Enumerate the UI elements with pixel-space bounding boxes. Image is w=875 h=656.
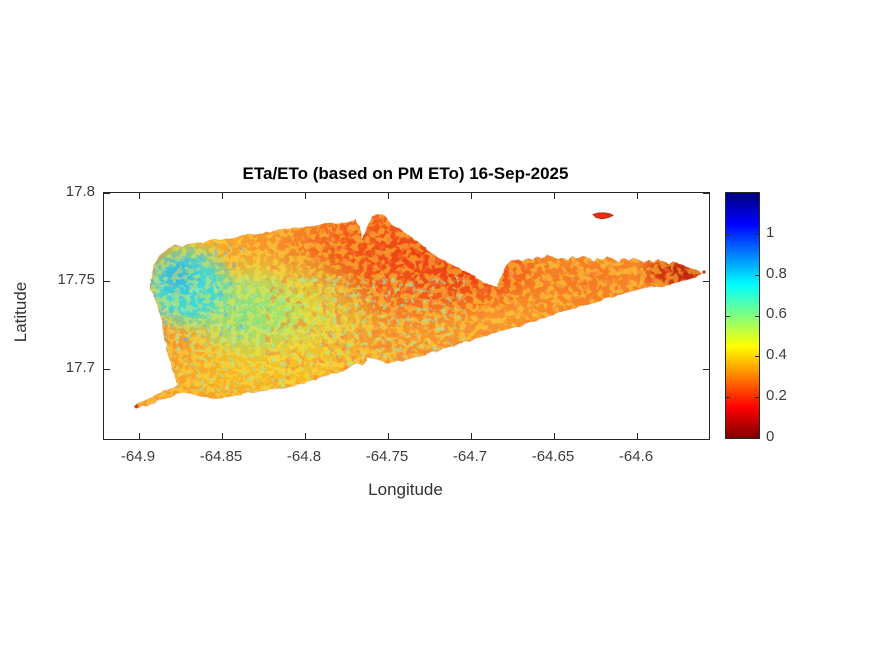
x-tick-label: -64.75: [365, 448, 409, 465]
x-tick: [554, 193, 555, 199]
y-axis-label: Latitude: [11, 281, 30, 343]
colorbar-tick: [755, 356, 759, 358]
x-tick-label: -64.6: [618, 448, 654, 465]
colorbar-tick: [726, 315, 730, 317]
colorbar-tick: [755, 315, 759, 317]
x-tick: [637, 433, 638, 439]
x-tick: [388, 193, 389, 199]
colorbar-tick-label: 0.2: [766, 387, 787, 404]
colorbar-tick-label: 0.6: [766, 305, 787, 322]
east-tip-islet-dot: [702, 270, 706, 274]
colorbar: [725, 192, 760, 439]
colorbar-tick-label: 0.4: [766, 346, 787, 363]
offshore-islet-buck-island: [592, 212, 614, 220]
x-tick-label: -64.7: [452, 448, 488, 465]
y-tick-label: 17.7: [65, 359, 95, 376]
x-tick: [305, 433, 306, 439]
island-heatmap-st-croix: [132, 212, 706, 408]
y-tick: [104, 281, 110, 282]
x-tick: [222, 193, 223, 199]
figure-title: ETa/ETo (based on PM ETo) 16-Sep-2025: [242, 164, 569, 183]
colorbar-tick: [726, 233, 730, 235]
colorbar-tick-label: 0.8: [766, 265, 787, 282]
colorbar-tick-label: 1: [766, 224, 775, 241]
x-tick: [471, 433, 472, 439]
y-tick: [703, 193, 709, 194]
colorbar-tick-label: 0: [766, 428, 775, 445]
island-raster: [132, 212, 702, 408]
y-tick: [104, 369, 110, 370]
x-tick: [554, 433, 555, 439]
colorbar-tick: [755, 233, 759, 235]
plot-area: [103, 192, 710, 440]
x-tick-label: -64.9: [120, 448, 156, 465]
x-tick: [388, 433, 389, 439]
x-tick: [139, 193, 140, 199]
x-tick-label: -64.65: [531, 448, 575, 465]
x-tick: [637, 193, 638, 199]
colorbar-tick: [755, 397, 759, 399]
y-tick: [104, 193, 110, 194]
colorbar-tick: [755, 274, 759, 276]
y-tick-label: 17.8: [65, 183, 95, 200]
x-tick: [222, 433, 223, 439]
colorbar-tick: [726, 397, 730, 399]
x-tick: [139, 433, 140, 439]
y-tick: [703, 281, 709, 282]
x-tick: [471, 193, 472, 199]
x-tick: [305, 193, 306, 199]
x-tick-label: -64.8: [286, 448, 322, 465]
x-axis-label: Longitude: [368, 480, 443, 499]
y-tick: [703, 369, 709, 370]
y-tick-label: 17.75: [57, 271, 95, 288]
x-tick-label: -64.85: [199, 448, 243, 465]
